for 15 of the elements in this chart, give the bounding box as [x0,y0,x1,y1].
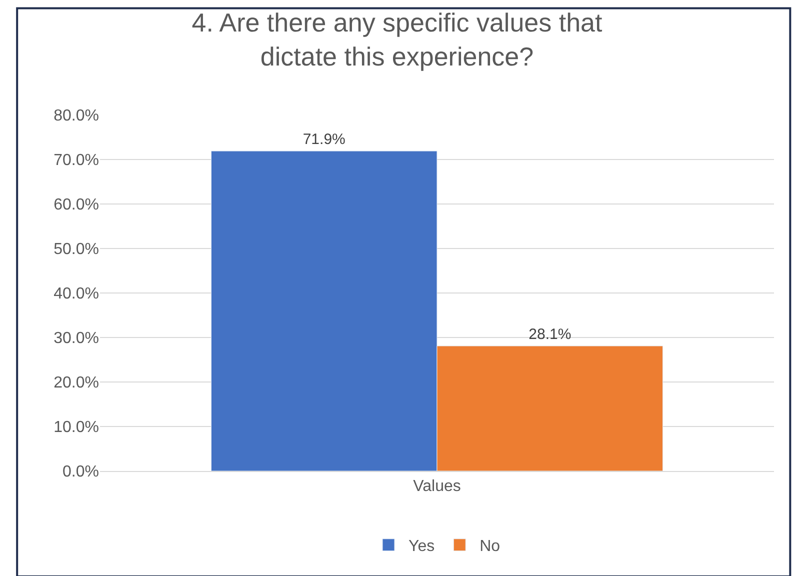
y-tick-label: 30.0% [54,330,99,348]
y-tick-label: 60.0% [54,196,99,214]
legend-label: Yes [408,538,435,556]
y-tick-label: 70.0% [54,152,99,170]
y-tick-label: 20.0% [54,374,99,392]
data-label: 71.9% [302,131,346,148]
y-tick-label: 10.0% [54,419,99,436]
legend-label: No [480,538,500,556]
y-tick-label: 80.0% [54,108,99,125]
y-tick-label: 40.0% [54,286,99,303]
y-tick-label: 50.0% [54,241,99,258]
data-label: 28.1% [528,326,572,343]
y-tick-label: 0.0% [62,464,99,481]
chart-title: 4. Are there any specific values that dictate this experience? [192,8,603,72]
x-tick-label: Values [413,478,461,496]
